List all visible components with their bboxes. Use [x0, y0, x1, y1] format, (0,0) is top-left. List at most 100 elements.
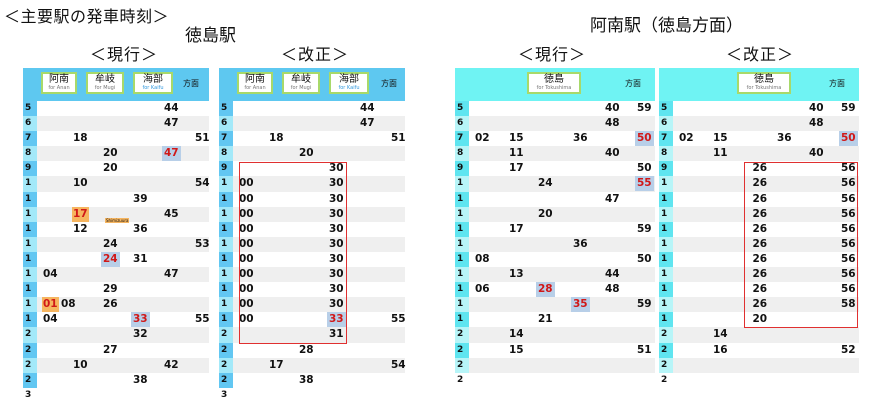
label-nanan-revised: ＜改正＞ — [726, 45, 795, 64]
hour-cell: 8 — [455, 146, 469, 162]
departure-minute: 55 — [635, 176, 654, 192]
departure-minute: 51 — [637, 343, 652, 356]
departure-minute: 18 — [73, 132, 88, 145]
destination-romaji: for Mugi — [290, 85, 312, 91]
hour-row: 2 1 15 51 — [455, 342, 655, 370]
departure-minute: 30 — [329, 162, 344, 175]
destination-name: 徳島 — [754, 74, 774, 85]
destination-label: 阿南 for Anan — [237, 72, 273, 94]
hour-cell: 1 5 — [659, 251, 673, 279]
departure-minute: 36 — [573, 132, 588, 145]
hour-cell: 1 1 — [219, 191, 233, 219]
hour-cell: 1 4 — [659, 236, 673, 264]
departure-minute: 26 — [752, 237, 768, 250]
hour-cell: 1 9 — [23, 312, 37, 339]
hour-cell: 2 2 — [455, 357, 469, 385]
destination-romaji: for Tokushima — [536, 85, 572, 91]
destination-name: 阿南 — [245, 74, 265, 85]
hour-cell: 1 3 — [23, 221, 37, 249]
departure-minute: 36 — [573, 237, 588, 250]
hour-cell: 2 2 — [219, 357, 233, 385]
hour-row: 1 3 26 56 — [659, 221, 859, 249]
hour-cell: 2 0 — [455, 327, 469, 354]
departure-minute: 16 — [713, 343, 728, 356]
hour-cell: 1 7 — [23, 282, 37, 309]
departure-minute: 10 — [73, 358, 88, 371]
departure-minute: 59 — [841, 102, 856, 114]
departure-minute: 44 — [605, 268, 620, 281]
hour-row: 9 30 — [219, 161, 405, 177]
hour-row: 1 2 20 — [455, 206, 655, 234]
departure-minute: 27 — [103, 343, 118, 356]
hour-row: 1 9 21 — [455, 312, 655, 339]
timetable-nanan-current: 徳島 for Tokushima 方面 5 40 59 6 48 7 02 15 36 50 8 11 40 9… — [455, 68, 655, 385]
hour-row: 1 9 00 33 55 — [219, 312, 406, 339]
departure-minute: 00 — [239, 237, 254, 250]
label-tokushima-revised: ＜改正＞ — [281, 45, 350, 64]
page-title: ＜主要駅の発車時刻＞ — [4, 7, 170, 26]
hour-cell: 1 1 — [659, 191, 673, 219]
departure-minute: 04 — [43, 268, 58, 281]
destination-label: 海部 for Kaifu — [329, 72, 369, 94]
hour-cell: 1 3 — [219, 221, 233, 249]
hour-row: 2 2 10 42 — [23, 357, 209, 385]
departure-minute: 14 — [509, 328, 524, 341]
hour-row: 1 4 00 30 — [219, 236, 405, 264]
departure-minute: 24 — [103, 237, 118, 250]
hour-cell: 9 — [219, 161, 233, 177]
destination-name: 海部 — [339, 74, 359, 85]
departure-minute: 08 — [475, 252, 490, 265]
hour-row: 1 0 26 56 — [659, 176, 859, 203]
hour-cell: 1 6 — [659, 267, 673, 294]
hour-row: 1 5 24 31 — [23, 251, 209, 279]
destination-romaji: for Anan — [48, 85, 70, 91]
hour-cell: 1 1 — [455, 191, 469, 219]
hour-row: 5 40 59 — [659, 101, 859, 117]
hour-cell: 1 3 — [455, 221, 469, 249]
departure-minute: 48 — [605, 117, 620, 130]
hour-cell: 1 9 — [455, 312, 469, 339]
departure-minute: 33 — [131, 312, 150, 328]
departure-minute: 30 — [329, 192, 344, 205]
departure-minute: 32 — [133, 328, 148, 341]
hour-row: 1 7 29 — [23, 282, 209, 309]
departure-minute: 56 — [841, 222, 856, 235]
hour-cell: 1 8 — [219, 297, 233, 324]
hour-row: 1 0 10 54 — [23, 176, 210, 203]
hour-cell: 2 2 — [659, 357, 673, 385]
hour-row: 2 0 32 — [23, 327, 209, 354]
departure-minute: 59 — [637, 222, 652, 235]
hour-cell: 1 0 — [659, 176, 673, 203]
hour-row: 9 17 50 — [455, 161, 655, 177]
hour-row: 1 6 00 30 — [219, 267, 405, 294]
hour-cell: 6 — [23, 116, 37, 132]
departure-minute: 44 — [360, 102, 375, 114]
departure-minute: 56 — [841, 283, 856, 296]
hour-cell: 1 3 — [659, 221, 673, 249]
hour-row: 1 4 24 53 — [23, 236, 210, 264]
departure-minute: 26 — [752, 177, 768, 190]
departure-minute: 17 — [509, 222, 524, 235]
hour-cell: 1 0 — [455, 176, 469, 203]
hour-row: 1 7 26 56 — [659, 282, 859, 309]
hour-row: 1 5 08 50 — [455, 251, 655, 279]
departure-minute: 42 — [164, 358, 179, 371]
departure-minute: 40 — [605, 147, 620, 160]
departure-minute: 30 — [329, 177, 344, 190]
departure-minute: 33 — [327, 312, 346, 328]
departure-minute: 54 — [195, 177, 210, 190]
hour-cell: 1 2 — [659, 206, 673, 234]
hour-cell: 5 — [659, 101, 673, 117]
hour-row: 5 40 59 — [455, 101, 655, 117]
departure-minute: 02 — [475, 132, 490, 145]
hour-cell: 2 3 — [23, 372, 37, 400]
hour-row: 1 4 36 — [455, 236, 655, 264]
hour-row: 2 0 31 — [219, 327, 405, 354]
hour-row: 1 6 26 56 — [659, 267, 859, 294]
hour-cell: 1 0 — [219, 176, 233, 203]
departure-minute: 14 — [713, 328, 728, 341]
destination-label: 徳島 for Tokushima — [527, 72, 581, 94]
hour-cell: 8 — [659, 146, 673, 162]
departure-minute: 15 — [713, 132, 728, 145]
departure-minute: 00 — [239, 298, 254, 311]
